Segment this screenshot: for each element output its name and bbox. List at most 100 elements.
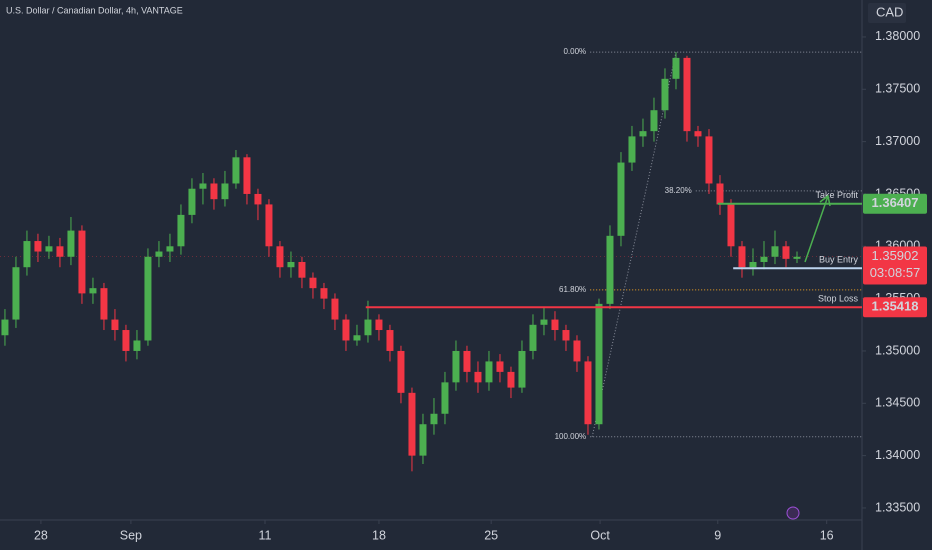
candle-body [133, 340, 141, 351]
last-price-tag [863, 246, 927, 285]
x-tick-label: 28 [34, 528, 48, 542]
x-tick-label: Sep [120, 528, 142, 542]
candle-body [78, 230, 86, 294]
x-tick-label: 16 [820, 528, 834, 542]
candle-body [518, 350, 526, 388]
candle-body [705, 136, 713, 184]
candle-body [584, 361, 592, 425]
y-tick-label: 1.38000 [875, 29, 920, 43]
trade-level-label: Take Profit [815, 190, 858, 200]
candle-body [276, 246, 284, 268]
fib-label: 100.00% [555, 432, 587, 441]
candle-body [441, 382, 449, 414]
candle-body [562, 330, 570, 341]
candle-body [452, 350, 460, 383]
candle-body [56, 246, 64, 257]
candle-body [144, 256, 152, 341]
candle-body [793, 256, 801, 259]
candle-body [727, 204, 735, 247]
candle-body [298, 261, 306, 278]
candle-body [34, 241, 42, 252]
candle-body [617, 162, 625, 236]
x-tick-label: 18 [372, 528, 386, 542]
candle-body [507, 371, 515, 388]
candle-body [430, 413, 438, 425]
candle-body [166, 246, 174, 252]
candle-body [232, 157, 240, 184]
price-tag [863, 297, 927, 318]
x-tick-label: 11 [259, 528, 272, 542]
candle-body [474, 371, 482, 383]
fib-label: 0.00% [563, 47, 586, 56]
candle-body [265, 204, 273, 247]
candle-body [749, 261, 757, 268]
candle-body [375, 319, 383, 331]
trade-level-label: Buy Entry [819, 255, 859, 265]
x-tick-label: Oct [590, 528, 610, 542]
fib-label: 61.80% [559, 285, 586, 294]
candle-body [188, 188, 196, 215]
candle-body [45, 246, 53, 252]
y-tick-label: 1.37500 [875, 82, 920, 96]
candle-body [496, 361, 504, 372]
candle-body [639, 131, 647, 137]
candle-body [331, 298, 339, 320]
price-tag-label: 1.35418 [872, 299, 919, 314]
candle-body [320, 288, 328, 299]
y-tick-label: 1.33500 [875, 500, 920, 514]
candle-body [771, 246, 779, 257]
candle-body [89, 288, 97, 294]
last-price-label: 1.35902 [872, 248, 919, 263]
candle-body [100, 288, 108, 320]
candle-body [221, 183, 229, 200]
price-tag-label: 1.36407 [872, 195, 919, 210]
trade-level-label: Stop Loss [818, 294, 859, 304]
candle-body [287, 261, 295, 268]
candle-body [111, 319, 119, 331]
x-tick-label: 9 [714, 528, 721, 542]
candle-body [485, 361, 493, 383]
candle-body [1, 319, 9, 336]
currency-box[interactable] [868, 3, 906, 23]
candle-body [683, 57, 691, 132]
candle-body [595, 303, 603, 425]
currency[interactable]: CAD [876, 4, 903, 19]
candle-body [12, 267, 20, 320]
candle-body [199, 183, 207, 189]
candle-body [672, 57, 680, 79]
candle-body [67, 230, 75, 257]
candle-body [397, 350, 405, 393]
y-tick-label: 1.34000 [875, 448, 920, 462]
candle-body [716, 183, 724, 205]
candle-body [353, 335, 361, 341]
candle-body [23, 241, 31, 268]
candle-body [463, 350, 471, 372]
candle-body [254, 193, 262, 205]
candle-body [694, 131, 702, 137]
candle-body [540, 319, 548, 325]
candle-body [650, 110, 658, 132]
x-tick-label: 25 [484, 528, 498, 542]
candle-body [628, 136, 636, 163]
arrow [804, 194, 831, 263]
y-tick-label: 1.35000 [875, 343, 920, 357]
candle-body [529, 324, 537, 351]
countdown: 03:08:57 [870, 265, 921, 280]
candle-body [210, 183, 218, 200]
candle-body [364, 319, 372, 336]
candle-body [760, 256, 768, 262]
candle-body [551, 319, 559, 331]
y-tick-label: 1.34500 [875, 396, 920, 410]
candle-body [309, 277, 317, 289]
candle-body [573, 340, 581, 362]
candle-body [782, 246, 790, 259]
event-icon[interactable] [786, 506, 800, 520]
candle-body [408, 392, 416, 456]
fib-label: 38.20% [665, 186, 692, 195]
candle-body [122, 330, 130, 351]
candle-body [606, 235, 614, 304]
candle-body [386, 330, 394, 351]
candle-body [155, 251, 163, 257]
